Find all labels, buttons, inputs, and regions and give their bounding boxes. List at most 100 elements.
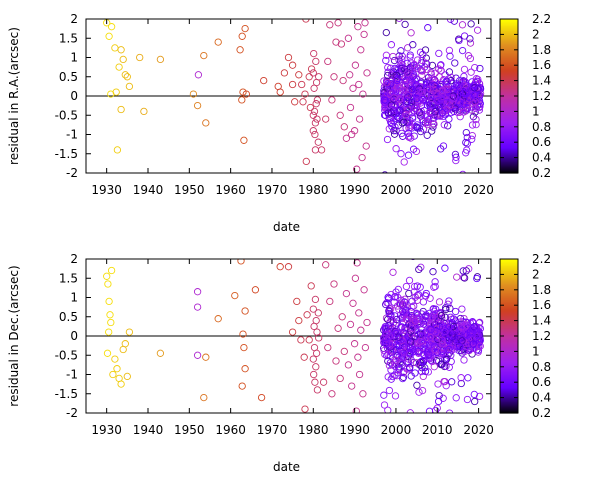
y-axis-label: residual in R.A.(arcsec) <box>7 27 21 165</box>
data-point <box>109 370 117 379</box>
data-point <box>424 24 432 32</box>
data-point <box>468 121 477 129</box>
data-point <box>431 282 439 291</box>
data-point <box>386 89 394 97</box>
data-point <box>314 309 322 317</box>
data-point <box>338 313 346 321</box>
data-point <box>453 273 461 281</box>
data-point <box>111 355 119 363</box>
data-point <box>472 120 480 129</box>
data-point <box>444 351 452 359</box>
data-point <box>402 110 410 119</box>
data-point <box>392 356 400 364</box>
data-point <box>468 78 476 86</box>
data-point <box>113 365 121 373</box>
data-point <box>349 299 357 307</box>
data-point <box>401 20 409 29</box>
data-point <box>430 120 438 128</box>
data-point <box>410 106 418 115</box>
data-point <box>309 305 317 313</box>
data-point <box>467 68 475 76</box>
data-point <box>309 111 317 119</box>
data-point <box>395 19 403 22</box>
y-tick-label: -1.5 <box>55 147 78 161</box>
data-point <box>459 89 468 97</box>
data-point <box>407 99 416 107</box>
data-point <box>394 113 402 121</box>
data-point <box>438 109 446 117</box>
y-tick-label: 2 <box>70 12 78 26</box>
data-point <box>460 347 469 356</box>
data-point <box>457 327 466 335</box>
data-point <box>351 274 360 282</box>
data-point <box>425 407 434 413</box>
colorbar-tick-label: 0.8 <box>532 120 551 134</box>
data-point <box>117 105 125 114</box>
data-point <box>458 46 467 55</box>
data-point <box>408 303 416 311</box>
data-point <box>408 297 416 305</box>
data-point <box>387 118 395 126</box>
data-point <box>430 342 438 350</box>
ra-residual-panel: 2 1.5 1 0.5 0 -0.5 -1 -1.5 -2 1930 1940 1950 1960 197… <box>7 12 551 234</box>
data-point <box>410 282 419 291</box>
data-point <box>432 95 440 103</box>
y-tick-label: 1 <box>70 51 78 65</box>
data-point <box>434 380 442 388</box>
data-point <box>465 265 473 273</box>
data-point <box>422 289 430 298</box>
colorbar: 2.22 1.81.6 1.41.21 0.80.6 0.40.2 <box>499 252 551 420</box>
data-point <box>395 333 403 341</box>
data-point <box>382 97 390 105</box>
data-point <box>426 341 435 349</box>
data-point <box>473 328 481 337</box>
data-point <box>156 55 165 64</box>
data-point <box>361 343 370 352</box>
data-point <box>471 63 479 72</box>
data-point <box>311 146 320 154</box>
data-point <box>240 343 248 352</box>
data-point <box>305 336 313 344</box>
data-point <box>200 393 208 402</box>
colorbar-tick-label: 1.4 <box>532 74 551 88</box>
data-point <box>476 102 484 111</box>
data-point <box>461 88 469 96</box>
data-point <box>452 156 460 165</box>
data-point <box>399 86 407 94</box>
data-point <box>276 88 284 96</box>
data-point <box>413 381 421 389</box>
data-point <box>380 111 389 119</box>
data-point <box>456 172 460 173</box>
data-point <box>339 76 347 85</box>
data-point <box>450 107 458 116</box>
x-tick-label: 1990 <box>339 423 370 437</box>
colorbar-tick-label: 1.6 <box>532 58 551 72</box>
data-point <box>312 57 320 66</box>
data-point <box>288 80 297 89</box>
data-point <box>391 392 400 400</box>
data-point <box>461 78 469 87</box>
data-point <box>404 151 413 159</box>
data-point <box>337 40 346 48</box>
x-tick-label: 2020 <box>463 423 494 437</box>
data-point <box>445 68 454 76</box>
data-point <box>412 81 420 89</box>
data-point <box>193 288 202 296</box>
x-tick-label: 1990 <box>339 183 370 197</box>
data-point <box>456 113 464 121</box>
data-point <box>410 132 418 140</box>
data-point <box>384 80 392 88</box>
data-point <box>438 86 447 94</box>
data-point <box>326 21 334 29</box>
data-point <box>236 46 244 54</box>
data-point <box>406 364 414 372</box>
data-point <box>391 64 399 73</box>
data-point <box>476 64 484 73</box>
data-point <box>442 355 451 364</box>
data-point <box>418 56 426 65</box>
data-point <box>402 282 411 291</box>
data-point <box>399 300 408 309</box>
data-point <box>231 291 239 300</box>
data-point <box>193 351 202 359</box>
y-tick-label: 0.5 <box>59 310 78 324</box>
